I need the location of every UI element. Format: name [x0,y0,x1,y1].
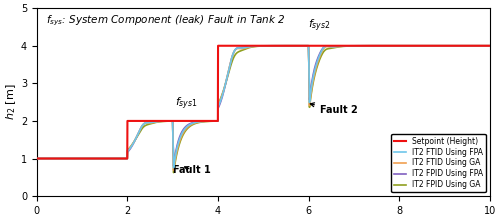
Legend: Setpoint (Height), IT2 FTID Using FPA, IT2 FTID Using GA, IT2 FPID Using FPA, IT: Setpoint (Height), IT2 FTID Using FPA, I… [391,134,486,192]
Text: $f_{sys1}$: $f_{sys1}$ [175,95,198,112]
Y-axis label: $h_2$ [m]: $h_2$ [m] [4,84,18,120]
Text: Fault 1: Fault 1 [172,165,210,175]
Text: Fault 2: Fault 2 [310,103,358,116]
Text: $f_{sys}$: System Component (leak) Fault in Tank 2: $f_{sys}$: System Component (leak) Fault… [46,14,286,28]
Text: $f_{sys2}$: $f_{sys2}$ [308,17,330,34]
